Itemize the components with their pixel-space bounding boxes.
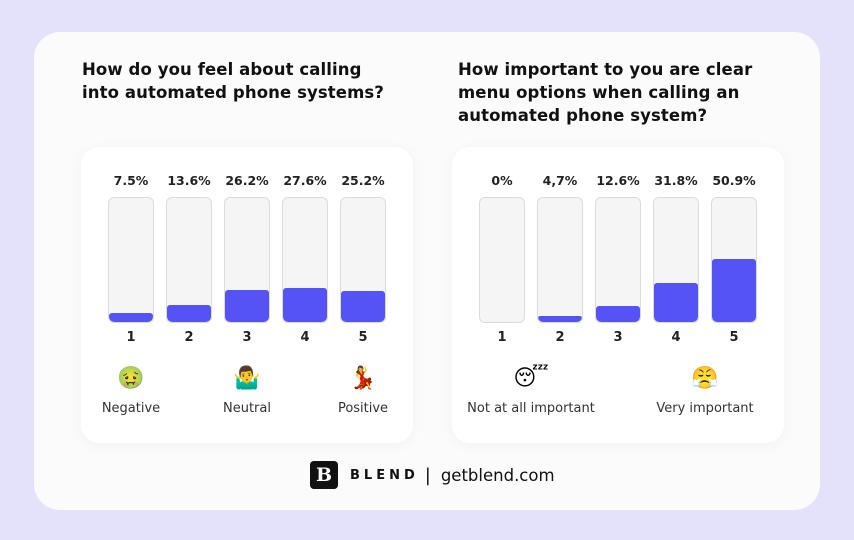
x-tick-label-4: 4 xyxy=(300,330,310,345)
data-label-1: 7.5% xyxy=(113,173,149,188)
x-tick-label-5: 5 xyxy=(729,330,739,345)
bar-2 xyxy=(538,316,582,322)
bar-track-3 xyxy=(595,197,641,323)
bar-4 xyxy=(283,288,327,322)
footer: B BLEND | getblend.com xyxy=(310,460,555,490)
data-label-2: 4,7% xyxy=(542,173,578,188)
x-tick-label-2: 2 xyxy=(555,330,565,345)
bar-5 xyxy=(341,291,385,322)
website-link[interactable]: getblend.com xyxy=(440,465,555,485)
bar-track-3 xyxy=(224,197,270,323)
data-label-5: 50.9% xyxy=(712,173,756,188)
bar-track-4 xyxy=(282,197,328,323)
bar-track-5 xyxy=(340,197,386,323)
bar-1 xyxy=(109,313,153,322)
brand-name: BLEND xyxy=(350,467,419,483)
x-tick-label-1: 1 xyxy=(126,330,136,345)
x-tick-label-4: 4 xyxy=(671,330,681,345)
bar-2 xyxy=(167,305,211,322)
chart-2-panel: 0% 1 4,7% 2 12.6% 3 31.8% 4 50.9% 5 😴 Not at all im… xyxy=(452,147,784,443)
bar-track-2 xyxy=(166,197,212,323)
blend-logo-icon: B xyxy=(310,461,338,489)
data-label-2: 13.6% xyxy=(167,173,211,188)
bar-track-1 xyxy=(479,197,525,323)
bar-track-2 xyxy=(537,197,583,323)
scale-emoji-icon: 🤢 xyxy=(117,366,145,391)
scale-emoji-icon: 😴 xyxy=(513,366,549,391)
scale-label: Negative xyxy=(101,401,161,416)
scale-label: Neutral xyxy=(223,401,271,416)
bar-4 xyxy=(654,283,698,322)
scale-emoji-icon: 🤷‍♂️ xyxy=(233,366,261,391)
bar-track-5 xyxy=(711,197,757,323)
chart-1-panel: 7.5% 1 13.6% 2 26.2% 3 27.6% 4 25.2% 5 🤢 Negative 🤷‍… xyxy=(81,147,413,443)
x-tick-label-5: 5 xyxy=(358,330,368,345)
scale-emoji-icon: 😤 xyxy=(691,366,719,391)
scale-label: Very important xyxy=(656,401,754,416)
x-tick-label-2: 2 xyxy=(184,330,194,345)
data-label-5: 25.2% xyxy=(341,173,385,188)
bar-3 xyxy=(596,306,640,322)
footer-separator: | xyxy=(424,464,431,486)
chart-2-title: How important to you are clear menu opti… xyxy=(458,60,753,125)
scale-label: Not at all important xyxy=(467,401,595,416)
data-label-4: 27.6% xyxy=(283,173,327,188)
data-label-4: 31.8% xyxy=(654,173,698,188)
chart-1-title: How do you feel about calling into autom… xyxy=(82,60,384,102)
x-tick-label-3: 3 xyxy=(242,330,252,345)
x-tick-label-1: 1 xyxy=(497,330,507,345)
data-label-3: 12.6% xyxy=(596,173,640,188)
data-label-3: 26.2% xyxy=(225,173,269,188)
scale-emoji-icon: 💃 xyxy=(349,366,377,391)
bar-3 xyxy=(225,290,269,322)
scale-label: Positive xyxy=(337,401,389,416)
bar-5 xyxy=(712,259,756,322)
data-label-1: 0% xyxy=(491,173,513,188)
x-tick-label-3: 3 xyxy=(613,330,623,345)
bar-track-1 xyxy=(108,197,154,323)
bar-track-4 xyxy=(653,197,699,323)
